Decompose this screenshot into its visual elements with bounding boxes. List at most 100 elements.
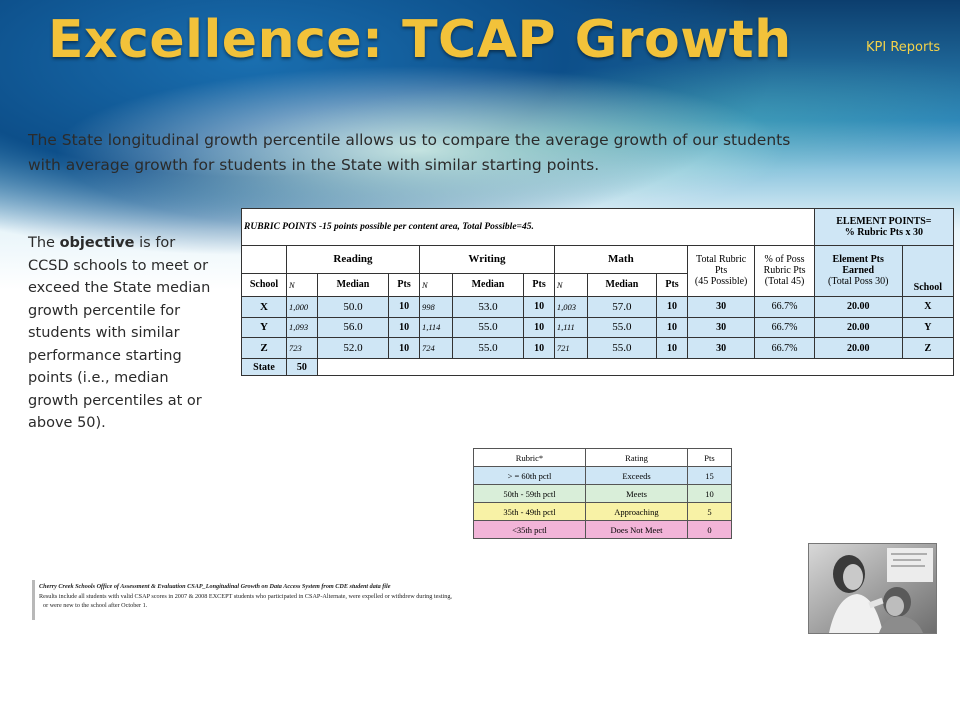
objective-pre: The: [28, 235, 60, 251]
state-row-spacer: [316, 358, 955, 376]
footnote-line2: Results include all students with valid …: [39, 592, 452, 600]
school-header-spacer: [241, 244, 287, 274]
legend-row: <35th pctl Does Not Meet 0: [473, 520, 732, 539]
pct-poss-cell: 66.7%: [754, 295, 815, 318]
reading-pts-cell: 10: [388, 295, 420, 318]
state-row: State 50: [241, 358, 955, 376]
table-row: Y 1,093 56.0 10 1,114 55.0 10 1,111 55.0…: [241, 316, 955, 339]
legend-pts-header: Pts: [687, 448, 732, 467]
legend-rubric-cell: <35th pctl: [473, 520, 586, 539]
page-title: Excellence: TCAP Growth: [48, 10, 792, 70]
total-rubric-line2: Pts: [714, 265, 728, 277]
writing-n-cell: 998: [418, 295, 453, 318]
reading-median-cell: 52.0: [316, 337, 390, 360]
element-pts-line2: Earned: [842, 265, 875, 277]
writing-median-cell: 55.0: [451, 337, 525, 360]
school-cell: X: [241, 295, 287, 318]
reading-n-header: N: [286, 272, 318, 297]
legend-rating-cell: Meets: [585, 484, 688, 503]
element-points-header: ELEMENT POINTS= % Rubric Pts x 30: [813, 208, 955, 246]
writing-group-header: Writing: [418, 244, 555, 274]
growth-rubric-table: RUBRIC POINTS -15 points possible per co…: [241, 208, 955, 376]
element-header-line2: % Rubric Pts x 30: [844, 226, 924, 238]
total-rubric-cell: 30: [686, 316, 756, 339]
rubric-legend-table: Rubric* Rating Pts > = 60th pctl Exceeds…: [473, 448, 732, 539]
school-cell: Y: [241, 316, 287, 339]
state-value-cell: 50: [286, 358, 318, 376]
writing-median-cell: 53.0: [451, 295, 525, 318]
math-median-header: Median: [586, 272, 658, 297]
objective-post: is for CCSD schools to meet or exceed th…: [28, 235, 211, 431]
school-col-header: School: [241, 272, 287, 297]
writing-pts-cell: 10: [523, 316, 555, 339]
legend-pts-cell: 15: [687, 466, 732, 485]
school-right-cell: X: [901, 295, 955, 318]
legend-rubric-header: Rubric*: [473, 448, 586, 467]
math-median-cell: 55.0: [586, 337, 658, 360]
total-rubric-cell: 30: [686, 337, 756, 360]
reading-pts-cell: 10: [388, 337, 420, 360]
kpi-reports-link[interactable]: KPI Reports: [866, 40, 941, 55]
math-n-cell: 1,111: [553, 316, 588, 339]
legend-rating-cell: Does Not Meet: [585, 520, 688, 539]
total-rubric-cell: 30: [686, 295, 756, 318]
source-footnote: Cherry Creek Schools Office of Assessmen…: [32, 580, 604, 620]
math-median-cell: 57.0: [586, 295, 658, 318]
legend-pts-cell: 10: [687, 484, 732, 503]
legend-row: 35th - 49th pctl Approaching 5: [473, 502, 732, 521]
element-pts-cell: 20.00: [813, 295, 903, 318]
legend-pts-cell: 0: [687, 520, 732, 539]
intro-text: The State longitudinal growth percentile…: [28, 131, 791, 174]
math-group-header: Math: [553, 244, 688, 274]
element-pts-header: Element Pts Earned (Total Poss 30): [813, 244, 903, 297]
math-n-cell: 721: [553, 337, 588, 360]
math-n-cell: 1,003: [553, 295, 588, 318]
objective-bold: objective: [59, 235, 135, 251]
math-pts-cell: 10: [656, 337, 688, 360]
writing-median-header: Median: [451, 272, 525, 297]
total-rubric-header: Total Rubric Pts (45 Possible): [686, 244, 756, 297]
math-pts-cell: 10: [656, 316, 688, 339]
pct-poss-line2: Rubric Pts: [763, 265, 806, 277]
writing-pts-cell: 10: [523, 295, 555, 318]
legend-row: > = 60th pctl Exceeds 15: [473, 466, 732, 485]
writing-median-cell: 55.0: [451, 316, 525, 339]
legend-pts-cell: 5: [687, 502, 732, 521]
legend-row: 50th - 59th pctl Meets 10: [473, 484, 732, 503]
element-pts-cell: 20.00: [813, 337, 903, 360]
legend-rubric-cell: 35th - 49th pctl: [473, 502, 586, 521]
writing-n-cell: 724: [418, 337, 453, 360]
school-cell: Z: [241, 337, 287, 360]
math-pts-header: Pts: [656, 272, 688, 297]
footnote-line3: or were new to the school after October …: [43, 602, 148, 609]
legend-rating-header: Rating: [585, 448, 688, 467]
element-pts-line1: Element Pts: [832, 254, 884, 266]
rubric-header: RUBRIC POINTS -15 points possible per co…: [241, 208, 815, 246]
classroom-photo: [808, 543, 937, 634]
pct-poss-cell: 66.7%: [754, 316, 815, 339]
legend-rating-cell: Approaching: [585, 502, 688, 521]
math-pts-cell: 10: [656, 295, 688, 318]
reading-n-cell: 723: [286, 337, 318, 360]
table-row: X 1,000 50.0 10 998 53.0 10 1,003 57.0 1…: [241, 295, 955, 318]
footnote-source: Cherry Creek Schools Office of Assessmen…: [39, 583, 391, 590]
reading-median-cell: 50.0: [316, 295, 390, 318]
pct-poss-line1: % of Poss: [764, 254, 805, 266]
total-rubric-line3: (45 Possible): [694, 276, 748, 288]
school-right-cell: Z: [901, 337, 955, 360]
writing-n-cell: 1,114: [418, 316, 453, 339]
element-pts-line3: (Total Poss 30): [828, 276, 889, 288]
writing-pts-header: Pts: [523, 272, 555, 297]
classroom-photo-graphic: [809, 544, 936, 633]
table-row: Z 723 52.0 10 724 55.0 10 721 55.0 10 30…: [241, 337, 955, 360]
writing-pts-cell: 10: [523, 337, 555, 360]
reading-group-header: Reading: [286, 244, 420, 274]
reading-median-cell: 56.0: [316, 316, 390, 339]
legend-rubric-cell: 50th - 59th pctl: [473, 484, 586, 503]
total-rubric-line1: Total Rubric: [696, 254, 747, 266]
legend-rating-cell: Exceeds: [585, 466, 688, 485]
state-label-cell: State: [241, 358, 287, 376]
element-pts-cell: 20.00: [813, 316, 903, 339]
legend-header-row: Rubric* Rating Pts: [473, 448, 732, 467]
reading-pts-cell: 10: [388, 316, 420, 339]
